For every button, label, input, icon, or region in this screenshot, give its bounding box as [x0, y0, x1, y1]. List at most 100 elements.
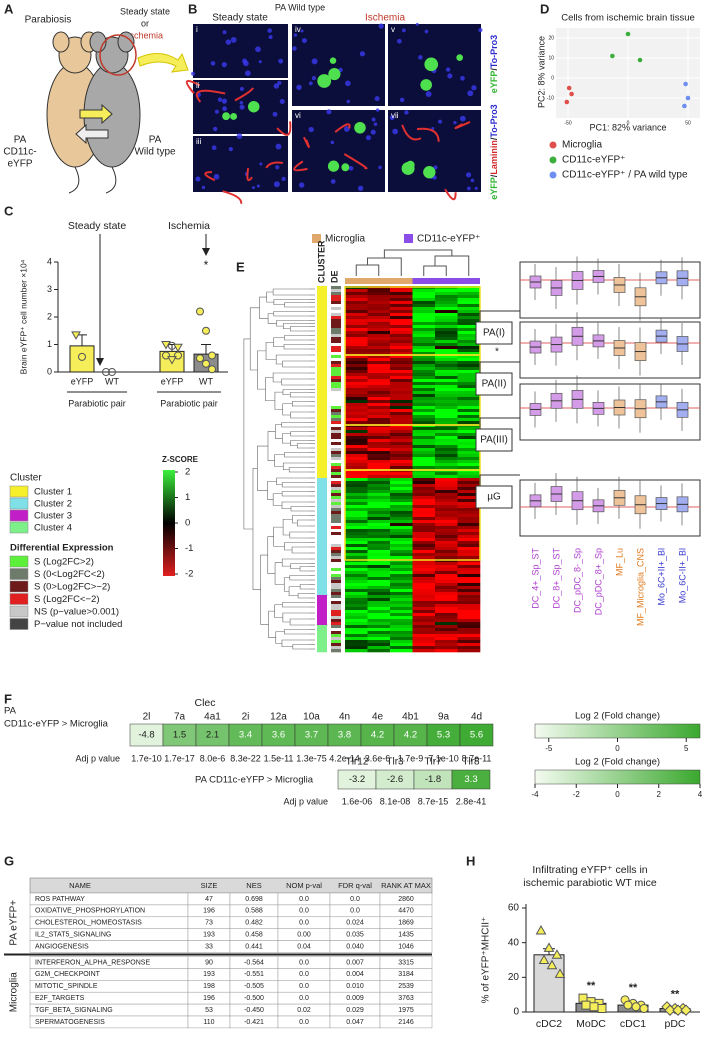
- point: [535, 925, 547, 935]
- heatmap-cell: [435, 523, 458, 527]
- legend-label: Cluster 2: [34, 499, 72, 510]
- heatmap-cell: [390, 394, 413, 398]
- legend-label: S (Log2FC<−2): [34, 594, 99, 605]
- cluster-cell: [317, 643, 327, 647]
- legend-marker: [549, 156, 557, 164]
- column-header: 12a: [270, 712, 287, 723]
- heatmap-cell: [457, 412, 481, 416]
- heatmap-cell: [435, 544, 458, 548]
- heatmap-cell: [367, 514, 391, 518]
- heatmap-cell: [390, 310, 413, 314]
- heatmap-cell: [412, 451, 436, 455]
- legend-label: S (0<Log2FC<2): [34, 569, 105, 580]
- de-cell: [331, 445, 341, 449]
- nucleus: [221, 98, 228, 104]
- nucleus: [330, 140, 335, 145]
- heatmap-cell: [390, 412, 413, 416]
- heatmap-cell: [457, 307, 481, 311]
- heatmap-cell: [390, 370, 413, 374]
- heatmap-cell: [435, 403, 458, 407]
- table-cell-text: 73: [205, 920, 213, 927]
- heatmap-cell: [390, 553, 413, 557]
- panel-label: F: [4, 691, 12, 706]
- point: [546, 959, 558, 970]
- heatmap-cell: [412, 490, 436, 494]
- de-cell: [331, 622, 341, 626]
- column-header: 4b1: [402, 712, 419, 723]
- heatmap-cell: [345, 493, 368, 497]
- heatmap-cell: [412, 625, 436, 629]
- heatmap-cell: [367, 358, 391, 362]
- cluster-cell: [317, 586, 327, 590]
- heatmap-cell: [412, 334, 436, 338]
- heatmap-cell: [345, 343, 368, 347]
- de-cell: [331, 631, 341, 635]
- de-cell: [331, 496, 341, 500]
- module-label: PA(I): [483, 328, 505, 339]
- heatmap-cell: [367, 313, 391, 317]
- heatmap-cell: [390, 607, 413, 611]
- heatmap-cell: [390, 640, 413, 644]
- y-axis-label: Brain eYFP⁺ cell number ×10⁴: [18, 259, 28, 374]
- de-cell: [331, 520, 341, 524]
- heatmap-cell: [435, 358, 458, 362]
- heatmap-cell: [367, 580, 391, 584]
- cluster-cell: [317, 412, 327, 416]
- stain-part: To-Pro3: [489, 35, 499, 68]
- heatmap-cell: [345, 445, 368, 449]
- heatmap-cell: [435, 376, 458, 380]
- heatmap-cell: [435, 490, 458, 494]
- heatmap-cell: [345, 310, 368, 314]
- nucleus: [213, 173, 220, 180]
- heatmap-cell: [435, 583, 458, 587]
- heatmap-cell: [390, 565, 413, 569]
- heatmap-cell: [457, 436, 481, 440]
- cluster-cell: [317, 361, 327, 365]
- cluster-cell: [317, 553, 327, 557]
- heatmap-cell: [412, 382, 436, 386]
- dendrogram: [267, 481, 277, 500]
- heatmap-cell: [412, 538, 436, 542]
- heatmap-cell: [345, 307, 368, 311]
- heatmap-cell: [367, 502, 391, 506]
- heatmap-cell: [412, 295, 436, 299]
- heatmap-cell: [345, 547, 368, 551]
- de-cell: [331, 295, 341, 299]
- heatmap-cell: [367, 628, 391, 632]
- nucleus: [298, 182, 305, 188]
- nucleus: [345, 80, 351, 87]
- table-cell-text: -0.505: [244, 983, 264, 990]
- heatmap-cell: [367, 493, 391, 497]
- point: [625, 31, 631, 37]
- heatmap-cell: [390, 325, 413, 329]
- cluster-cell: [317, 442, 327, 446]
- heatmap-cell: [390, 523, 413, 527]
- point: [672, 1004, 684, 1016]
- heatmap-cell: [345, 499, 368, 503]
- heatmap-cell: [390, 397, 413, 401]
- heatmap-cell: [367, 640, 391, 644]
- heatmap-cell: [457, 295, 481, 299]
- cell-value: 3.7: [305, 730, 318, 741]
- cluster-cell: [317, 388, 327, 392]
- heatmap-cell: [390, 616, 413, 620]
- nucleus: [378, 165, 382, 170]
- heatmap-cell: [345, 370, 368, 374]
- stain-part: eYFP: [489, 177, 499, 200]
- nucleus: [296, 84, 302, 91]
- axis-label: CLUSTER: [316, 240, 326, 283]
- cell-value: 5.6: [470, 730, 483, 741]
- heatmap-cell: [412, 592, 436, 596]
- heatmap-cell: [367, 643, 391, 647]
- cluster-cell: [317, 364, 327, 368]
- cluster-cell: [317, 646, 327, 650]
- legend-label: NS (p−value>0.001): [34, 607, 119, 618]
- heatmap-cell: [435, 373, 458, 377]
- dendrogram: [290, 440, 309, 447]
- heatmap-cell: [367, 391, 391, 395]
- heatmap-cell: [367, 364, 391, 368]
- panel-label: H: [466, 853, 475, 868]
- heatmap-cell: [435, 586, 458, 590]
- de-cell: [331, 628, 341, 632]
- heatmap-cell: [345, 316, 368, 320]
